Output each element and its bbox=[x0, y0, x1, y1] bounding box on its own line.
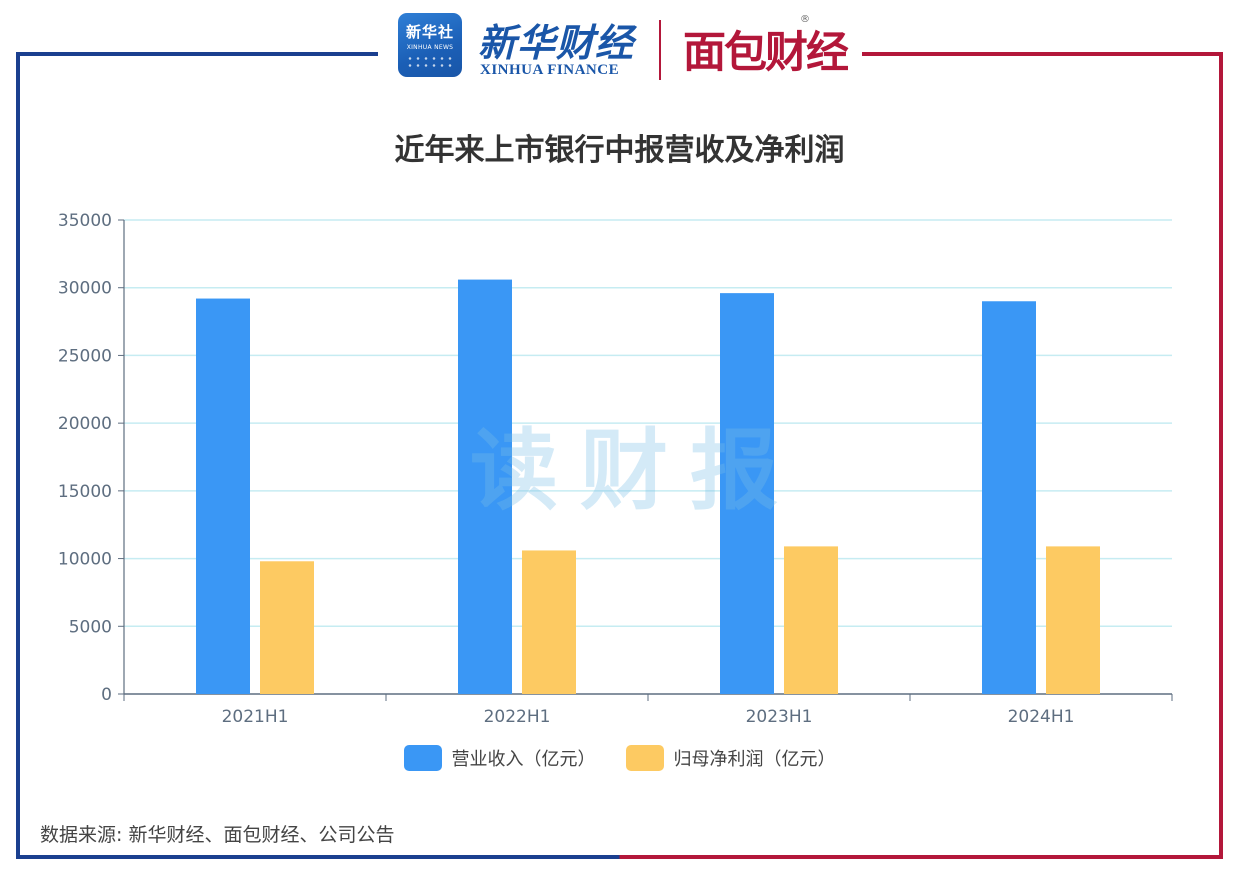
bar-profit[interactable] bbox=[522, 550, 576, 694]
x-category-label: 2024H1 bbox=[1008, 707, 1075, 727]
legend-swatch-profit bbox=[625, 745, 664, 771]
axis-labels: 0 5000 10000 15000 20000 25000 30000 35000 2021H… bbox=[58, 211, 1075, 727]
legend-label-profit: 归母净利润（亿元） bbox=[673, 749, 836, 770]
y-tick-label: 10000 bbox=[58, 550, 112, 570]
bars bbox=[196, 279, 1100, 694]
y-tick-label: 0 bbox=[101, 685, 112, 705]
bar-revenue[interactable] bbox=[982, 301, 1036, 694]
y-tick-label: 15000 bbox=[58, 482, 112, 502]
x-category-label: 2022H1 bbox=[484, 707, 551, 727]
legend-item-revenue[interactable]: 营业收入（亿元） bbox=[403, 745, 596, 771]
frame-bottom bbox=[16, 855, 1223, 859]
brand-xinhua-finance-en: XINHUA FINANCE bbox=[480, 62, 620, 78]
bar-profit[interactable] bbox=[260, 561, 314, 694]
y-tick-label: 30000 bbox=[58, 279, 112, 299]
y-tick-label: 35000 bbox=[58, 211, 112, 231]
frame-left bbox=[16, 52, 20, 858]
x-category-label: 2023H1 bbox=[746, 707, 813, 727]
bar-profit[interactable] bbox=[1046, 546, 1100, 694]
legend-label-revenue: 营业收入（亿元） bbox=[451, 749, 596, 770]
y-tick-label: 5000 bbox=[69, 617, 112, 637]
brand-mianbao-finance: 面包财经 bbox=[683, 28, 849, 78]
bar-revenue[interactable] bbox=[720, 293, 774, 694]
y-tick-label: 20000 bbox=[58, 414, 112, 434]
network-icon bbox=[406, 55, 454, 69]
legend: 营业收入（亿元） 归母净利润（亿元） bbox=[0, 745, 1239, 771]
registered-mark: ® bbox=[800, 14, 810, 25]
badge-subtitle: XINHUA NEWS bbox=[406, 44, 454, 51]
chart-title: 近年来上市银行中报营收及净利润 bbox=[394, 133, 845, 168]
frame-top-left bbox=[16, 52, 378, 56]
badge-title: 新华社 bbox=[405, 23, 454, 41]
logo-divider bbox=[659, 20, 661, 80]
y-tick-label: 25000 bbox=[58, 346, 112, 366]
bar-revenue[interactable] bbox=[458, 279, 512, 694]
legend-swatch-revenue bbox=[403, 745, 442, 771]
source-note: 数据来源: 新华财经、面包财经、公司公告 bbox=[40, 824, 395, 846]
frame-right bbox=[1219, 52, 1223, 858]
bar-profit[interactable] bbox=[784, 546, 838, 694]
bar-revenue[interactable] bbox=[196, 298, 250, 694]
x-category-label: 2021H1 bbox=[222, 707, 289, 727]
frame-top-right bbox=[862, 52, 1223, 56]
brand-xinhua-finance-cn: 新华财经 bbox=[478, 20, 635, 65]
xinhua-news-logo: 新华社 XINHUA NEWS bbox=[398, 13, 462, 77]
legend-item-profit[interactable]: 归母净利润（亿元） bbox=[625, 745, 836, 771]
